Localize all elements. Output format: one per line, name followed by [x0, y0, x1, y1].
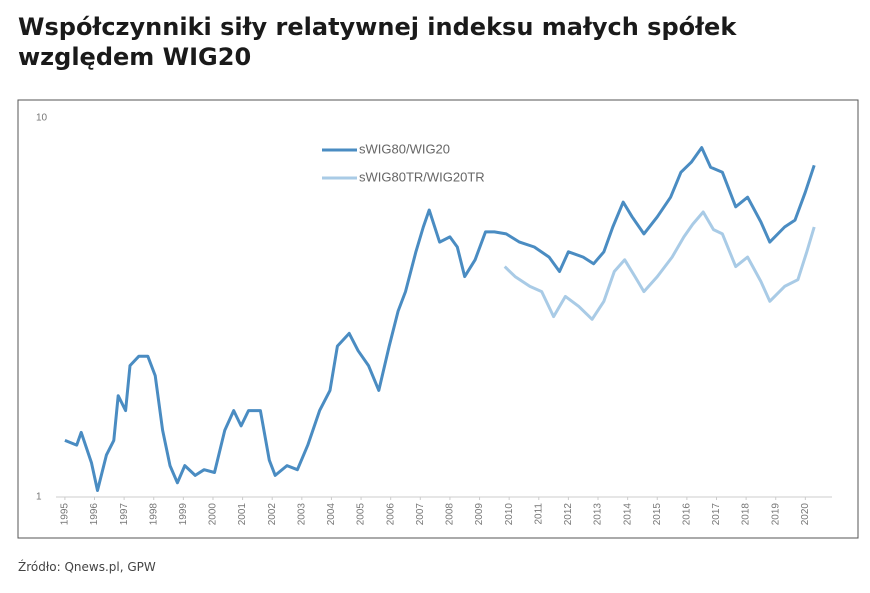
x-tick-label: 1999 — [178, 503, 189, 526]
x-tick-label: 1998 — [148, 503, 159, 526]
x-tick-label: 2015 — [652, 503, 663, 526]
x-tick-label: 2002 — [267, 503, 278, 526]
legend-label: sWIG80TR/WIG20TR — [359, 169, 485, 184]
x-tick-label: 2020 — [800, 503, 811, 526]
x-tick-label: 2012 — [563, 503, 574, 526]
legend-label: sWIG80/WIG20 — [359, 141, 450, 156]
chart-title: Współczynniki siły relatywnej indeksu ma… — [18, 13, 737, 71]
x-tick-label: 2005 — [356, 503, 367, 526]
x-tick-label: 2006 — [385, 503, 396, 526]
y-tick-label: 10 — [36, 112, 48, 123]
x-tick-label: 2014 — [622, 503, 633, 526]
x-tick-label: 1996 — [89, 503, 100, 526]
y-tick-label: 1 — [36, 492, 42, 503]
x-tick-label: 2001 — [237, 503, 248, 526]
x-tick-label: 2004 — [326, 503, 337, 526]
x-tick-label: 1995 — [60, 503, 71, 526]
x-tick-label: 2000 — [208, 503, 219, 526]
data-line — [64, 146, 816, 492]
x-tick-label: 2003 — [296, 503, 307, 526]
x-tick-label: 2007 — [415, 503, 426, 526]
x-tick-label: 2013 — [593, 503, 604, 526]
x-tick-label: 2008 — [445, 503, 456, 526]
x-tick-label: 2017 — [711, 503, 722, 526]
x-tick-label: 2016 — [682, 503, 693, 526]
x-tick-label: 1997 — [119, 503, 130, 526]
x-tick-label: 2010 — [504, 503, 515, 526]
x-tick-label: 2018 — [741, 503, 752, 526]
x-tick-label: 2019 — [770, 503, 781, 526]
x-tick-label: 2009 — [474, 503, 485, 526]
chart-frame — [17, 99, 859, 539]
source-note: Źródło: Qnews.pl, GPW — [18, 560, 156, 574]
data-line — [503, 210, 816, 321]
x-tick-label: 2011 — [533, 503, 544, 525]
